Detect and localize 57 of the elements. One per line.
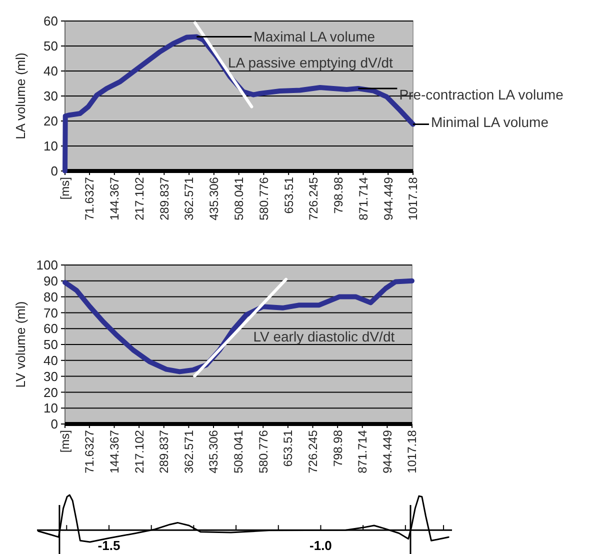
- x-tick-label: [ms]: [58, 177, 72, 200]
- x-tick-label: 798.98: [330, 430, 345, 467]
- x-tick-label: 217.102: [132, 430, 146, 474]
- annotation: Maximal LA volume: [254, 28, 376, 45]
- y-tick-label: 40: [44, 64, 58, 79]
- x-tick-label: 653.51: [281, 430, 296, 467]
- annotation: Minimal LA volume: [431, 114, 549, 130]
- x-tick-label: 871.714: [356, 430, 370, 474]
- y-axis-title: LA volume (ml): [13, 52, 28, 140]
- annotation: LV early diastolic dV/dt: [253, 328, 395, 345]
- x-tick-label: 871.714: [356, 176, 370, 220]
- x-tick-label: 580.776: [256, 430, 270, 474]
- y-axis-title: LV volume (ml): [13, 301, 28, 388]
- annotation: LA passive emptying dV/dt: [228, 54, 394, 70]
- y-tick-label: 20: [44, 384, 58, 400]
- x-tick-label: 144.367: [107, 430, 122, 474]
- x-tick-label: [ms]: [58, 430, 72, 453]
- y-tick-label: 50: [44, 38, 58, 54]
- y-tick-label: 20: [44, 114, 58, 129]
- x-tick-label: 362.571: [182, 430, 196, 474]
- y-tick-label: 60: [44, 14, 58, 29]
- y-tick-label: 0: [50, 164, 58, 179]
- x-tick-label: 144.367: [108, 176, 122, 220]
- x-tick-label: 580.776: [256, 176, 271, 220]
- x-tick-label: 289.837: [157, 176, 172, 220]
- y-tick-label: 50: [44, 337, 58, 352]
- y-tick-label: 10: [44, 138, 58, 154]
- x-tick-label: 508.041: [232, 430, 246, 474]
- y-tick-label: 80: [44, 289, 58, 304]
- y-tick-label: 30: [44, 368, 58, 384]
- x-tick-label: 435.306: [207, 176, 222, 220]
- x-tick-label: 71.6327: [82, 430, 97, 474]
- x-tick-label: 362.571: [182, 176, 196, 220]
- x-tick-label: 289.837: [157, 430, 172, 474]
- x-tick-label: 798.98: [332, 176, 346, 214]
- x-tick-label: 726.245: [306, 176, 321, 220]
- x-tick-label: 944.449: [381, 176, 396, 220]
- y-tick-label: 10: [44, 400, 58, 416]
- y-tick-label: 90: [44, 273, 58, 288]
- x-tick-label: -1.0: [310, 538, 332, 554]
- y-tick-label: 40: [44, 352, 58, 368]
- y-tick-label: 0: [50, 416, 58, 432]
- x-tick-label: 726.245: [306, 430, 320, 474]
- y-tick-label: 100: [36, 258, 58, 273]
- x-tick-label: 435.306: [206, 430, 221, 474]
- y-tick-label: 70: [44, 305, 58, 320]
- x-tick-label: 508.041: [232, 176, 246, 220]
- x-tick-label: 1017.18: [405, 430, 420, 474]
- x-tick-label: 944.449: [380, 430, 394, 474]
- x-tick-label: 1017.18: [406, 176, 420, 220]
- y-tick-label: 60: [44, 321, 58, 336]
- x-tick-label: -1.5: [98, 538, 120, 554]
- x-tick-label: 653.51: [282, 176, 296, 214]
- x-tick-label: 71.6327: [82, 176, 97, 220]
- x-tick-label: 217.102: [132, 176, 146, 220]
- annotation: Pre-contraction LA volume: [399, 86, 564, 102]
- y-tick-label: 30: [44, 88, 58, 104]
